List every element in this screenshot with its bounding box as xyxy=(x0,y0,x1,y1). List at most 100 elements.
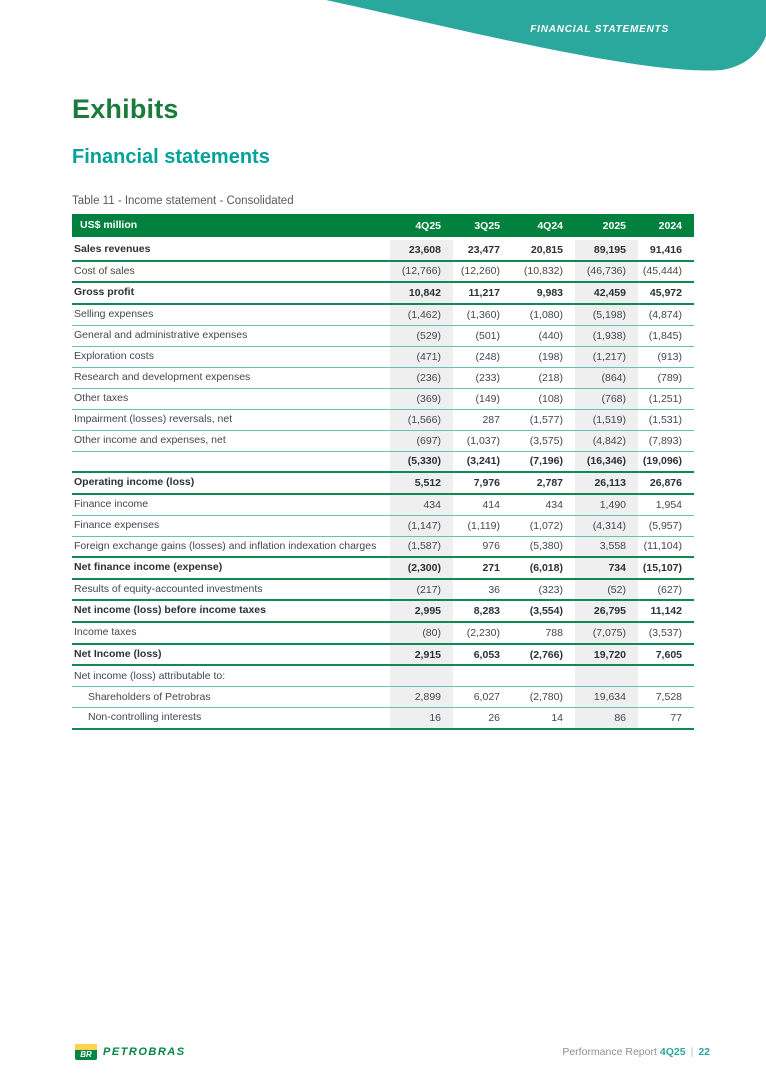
table-row: Results of equity-accounted investments (… xyxy=(72,579,694,602)
row-value: (5,380) xyxy=(529,540,563,553)
row-value: 26,876 xyxy=(649,476,682,489)
row-value: 2,899 xyxy=(390,687,453,708)
row-value: (2,300) xyxy=(390,558,453,578)
row-value: 788 xyxy=(545,626,563,639)
row-value: (1,147) xyxy=(390,515,453,536)
row-label: Selling expenses xyxy=(74,308,154,321)
column-header: 2025 xyxy=(602,219,626,232)
table-row: Operating income (loss) 5,512 7,976 2,787 26… xyxy=(72,472,694,495)
row-label: Finance expenses xyxy=(74,518,160,531)
banner-swoosh-shape xyxy=(326,0,766,71)
row-value: 1,490 xyxy=(575,494,638,515)
row-value: (7,196) xyxy=(529,455,563,468)
row-value: 7,605 xyxy=(655,648,682,661)
table-row: Net income (loss) attributable to: xyxy=(72,666,694,688)
row-value: 16 xyxy=(390,708,453,729)
row-value: (1,360) xyxy=(466,308,500,321)
row-value: (6,018) xyxy=(529,562,563,575)
row-value: 10,842 xyxy=(390,283,453,303)
row-value: (198) xyxy=(538,350,563,363)
row-value: 6,053 xyxy=(473,648,500,661)
row-value: (1,577) xyxy=(529,413,563,426)
row-label: Net income (loss) before income taxes xyxy=(74,604,266,617)
row-value: (1,251) xyxy=(648,392,682,405)
table-row: Net income (loss) before income taxes 2,9… xyxy=(72,601,694,624)
row-value: 23,477 xyxy=(467,243,500,256)
petrobras-brand: BR PETROBRAS xyxy=(75,1044,186,1060)
row-value: (1,519) xyxy=(575,409,638,430)
row-value: 271 xyxy=(482,562,500,575)
section-title: Financial statements xyxy=(72,146,270,168)
row-value: (3,554) xyxy=(529,605,563,618)
row-value: 36 xyxy=(488,583,500,596)
petrobras-logo-icon: BR xyxy=(75,1044,97,1060)
row-value: (19,096) xyxy=(642,455,682,468)
report-period: 4Q25 xyxy=(659,1046,686,1058)
table-row: Foreign exchange gains (losses) and infl… xyxy=(72,536,694,559)
row-label: Net income (loss) attributable to: xyxy=(74,669,226,682)
row-label: Operating income (loss) xyxy=(74,475,195,488)
row-value: 414 xyxy=(482,498,500,511)
row-value: (369) xyxy=(390,388,453,409)
row-value: (108) xyxy=(538,392,563,405)
row-value: (323) xyxy=(538,583,563,596)
row-value: (1,938) xyxy=(575,325,638,346)
row-value: (1,072) xyxy=(529,519,563,532)
row-value: (218) xyxy=(538,371,563,384)
table-row: Gross profit 10,842 11,217 9,983 42,459 45,97… xyxy=(72,283,694,305)
row-label: Results of equity-accounted investments xyxy=(74,582,263,595)
row-value: 2,995 xyxy=(390,601,453,622)
top-banner: FINANCIAL STATEMENTS xyxy=(296,0,766,80)
row-label: Exploration costs xyxy=(74,350,154,363)
row-value xyxy=(453,666,512,686)
row-value: (233) xyxy=(475,371,500,384)
row-value: (1,587) xyxy=(390,536,453,557)
row-value: 2,915 xyxy=(390,644,453,665)
row-value: 26,795 xyxy=(575,601,638,622)
table-row: Non-controlling interests 16 26 14 86 77 xyxy=(72,708,694,731)
row-label: Sales revenues xyxy=(74,243,151,255)
row-value: (149) xyxy=(475,392,500,405)
row-value: 26 xyxy=(488,712,500,725)
row-value: 19,634 xyxy=(575,687,638,708)
row-value: (789) xyxy=(657,371,682,384)
row-value: (10,832) xyxy=(523,265,563,278)
row-value: 5,512 xyxy=(390,472,453,493)
table-row: Finance expenses (1,147) (1,119) (1,072) (4,… xyxy=(72,515,694,537)
report-label: Performance Report xyxy=(562,1046,657,1058)
column-header: 2024 xyxy=(658,219,682,232)
row-value: (1,217) xyxy=(575,346,638,367)
row-value: (1,037) xyxy=(466,434,500,447)
row-value: 86 xyxy=(575,708,638,729)
row-value xyxy=(575,666,638,687)
row-value: 11,142 xyxy=(650,605,682,618)
row-value xyxy=(512,666,575,686)
row-value: (5,957) xyxy=(648,519,682,532)
row-value: (1,845) xyxy=(648,329,682,342)
row-value: (1,531) xyxy=(648,413,682,426)
page-number: 22 xyxy=(698,1046,710,1058)
row-value: (5,330) xyxy=(390,451,453,471)
table-row: Other taxes (369) (149) (108) (768) (1,251) xyxy=(72,388,694,410)
row-value: (4,874) xyxy=(648,308,682,321)
row-value: (15,107) xyxy=(642,562,682,575)
row-label: Research and development expenses xyxy=(74,371,251,384)
page-footer: BR PETROBRAS Performance Report 4Q25 | 22 xyxy=(75,1042,710,1062)
row-value: 11,217 xyxy=(468,287,500,300)
row-value: 2,787 xyxy=(536,476,563,489)
row-label: Income taxes xyxy=(74,626,137,639)
row-value: 7,976 xyxy=(473,476,500,489)
unit-label: US$ million xyxy=(80,218,138,231)
row-value: 89,195 xyxy=(575,240,638,260)
table-row: Exploration costs (471) (248) (198) (1,217) (… xyxy=(72,346,694,368)
row-value: (248) xyxy=(475,350,500,363)
row-value: (768) xyxy=(575,388,638,409)
row-label: Net Income (loss) xyxy=(74,647,162,660)
row-value: (217) xyxy=(390,579,453,600)
row-value: (52) xyxy=(575,579,638,600)
row-label: Cost of sales xyxy=(74,264,135,277)
row-label: Finance income xyxy=(74,497,149,510)
row-value: (12,766) xyxy=(390,261,453,282)
row-value: (1,566) xyxy=(390,409,453,430)
row-value: (501) xyxy=(475,329,500,342)
